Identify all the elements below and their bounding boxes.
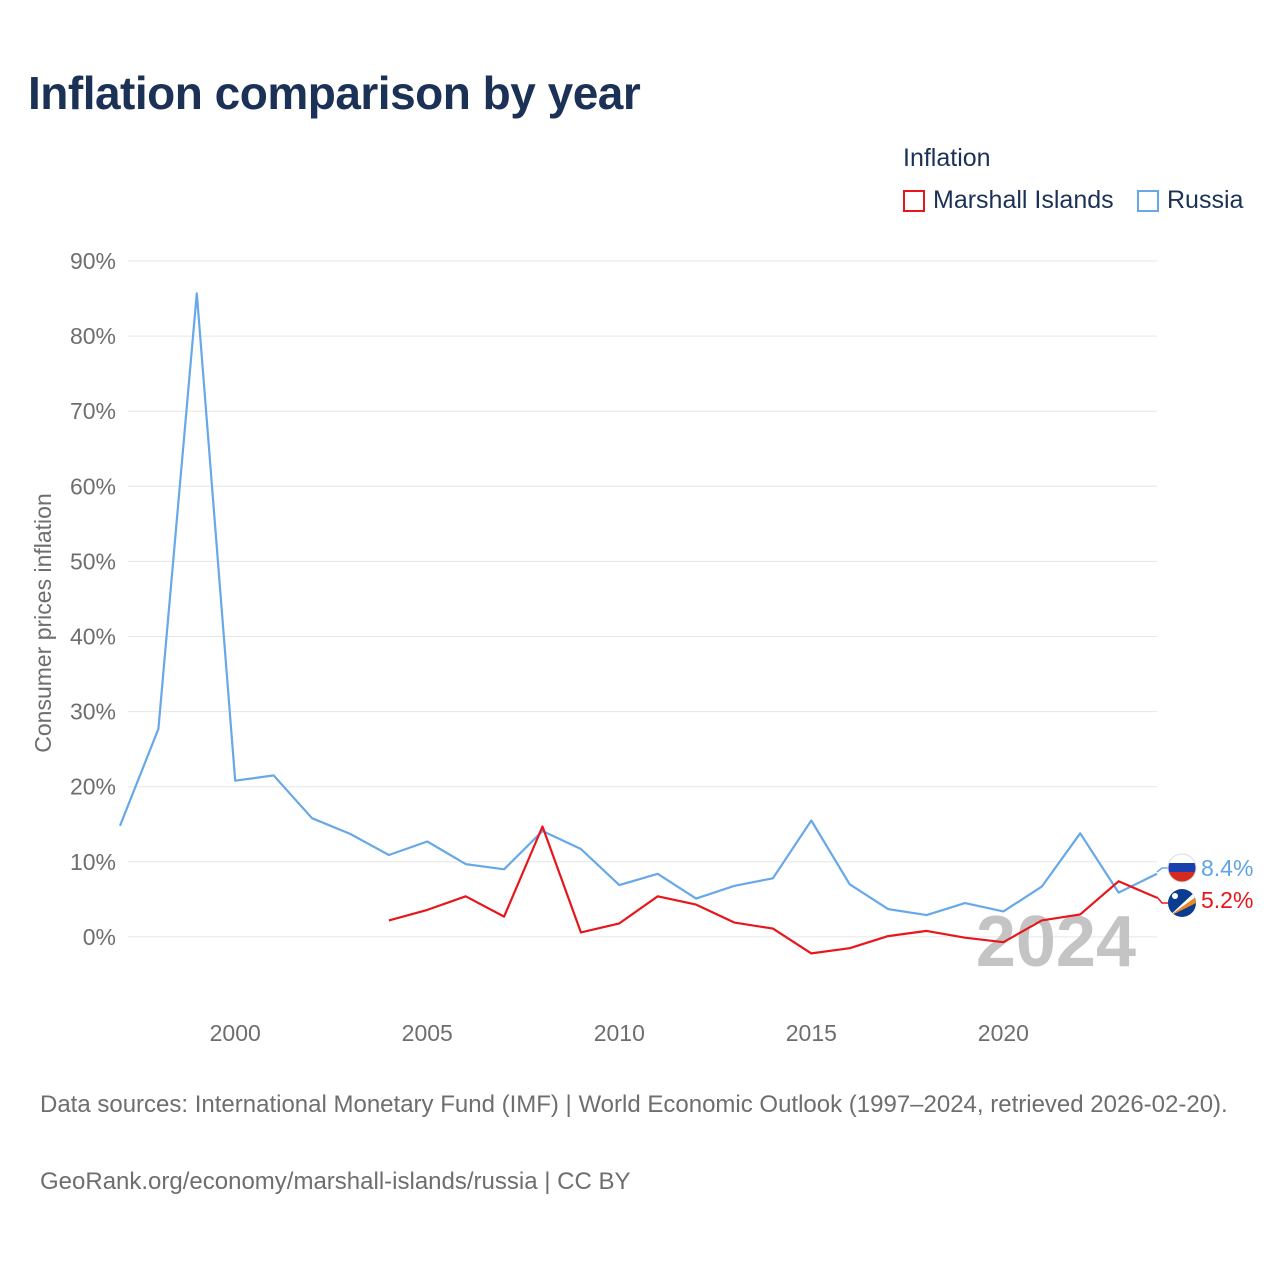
- series-line-marshall-islands[interactable]: [388, 825, 1158, 955]
- marshall-islands-flag-icon: [1168, 889, 1196, 917]
- series-line-russia[interactable]: [118, 292, 1158, 917]
- y-tick-label: 20%: [70, 774, 116, 800]
- russia-flag-icon: [1167, 853, 1197, 883]
- legend-swatch-russia: [1137, 189, 1159, 212]
- y-axis-label: Consumer prices inflation: [30, 493, 56, 753]
- legend-item-russia[interactable]: Russia: [1137, 186, 1243, 215]
- legend-item-marshall-islands[interactable]: Marshall Islands: [903, 186, 1114, 215]
- y-tick-label: 50%: [70, 548, 116, 574]
- y-tick-label: 10%: [70, 849, 116, 875]
- x-axis-ticks: 2000 2005 2010 2015 2020: [210, 1020, 1029, 1046]
- y-tick-label: 60%: [70, 473, 116, 499]
- y-axis-ticks: 0% 10% 20% 30% 40% 50% 60% 70% 80% 90%: [70, 248, 116, 950]
- x-tick-label: 2005: [402, 1020, 453, 1046]
- russia-end-connector: [1156, 867, 1168, 873]
- marshall-end-connector: [1156, 896, 1168, 904]
- y-tick-label: 70%: [70, 398, 116, 424]
- legend-label-marshall-islands: Marshall Islands: [933, 186, 1114, 214]
- x-tick-label: 2000: [210, 1020, 261, 1046]
- footer-sources: Data sources: International Monetary Fun…: [40, 1091, 1228, 1118]
- legend-label-russia: Russia: [1167, 186, 1244, 214]
- y-tick-label: 30%: [70, 699, 116, 725]
- x-tick-label: 2010: [594, 1020, 645, 1046]
- y-tick-label: 40%: [70, 624, 116, 650]
- x-tick-label: 2015: [786, 1020, 837, 1046]
- x-tick-label: 2020: [978, 1020, 1029, 1046]
- end-markers: 8.4% 5.2%: [1156, 853, 1253, 917]
- series-lines: [118, 292, 1158, 955]
- russia-end-value: 8.4%: [1201, 855, 1253, 881]
- footer-credit[interactable]: GeoRank.org/economy/marshall-islands/rus…: [40, 1168, 631, 1195]
- y-tick-label: 80%: [70, 323, 116, 349]
- marshall-end-value: 5.2%: [1201, 887, 1253, 913]
- page-title: Inflation comparison by year: [28, 67, 641, 119]
- chart-grid: [128, 260, 1157, 938]
- legend-heading: Inflation: [903, 144, 991, 172]
- legend-swatch-marshall-islands: [903, 189, 925, 212]
- y-tick-label: 0%: [83, 924, 116, 950]
- chart-area: 0%10%20%30%40%50%60%70%80%90% 2000 2005 20…: [30, 248, 1253, 1046]
- y-tick-label: 90%: [70, 248, 116, 274]
